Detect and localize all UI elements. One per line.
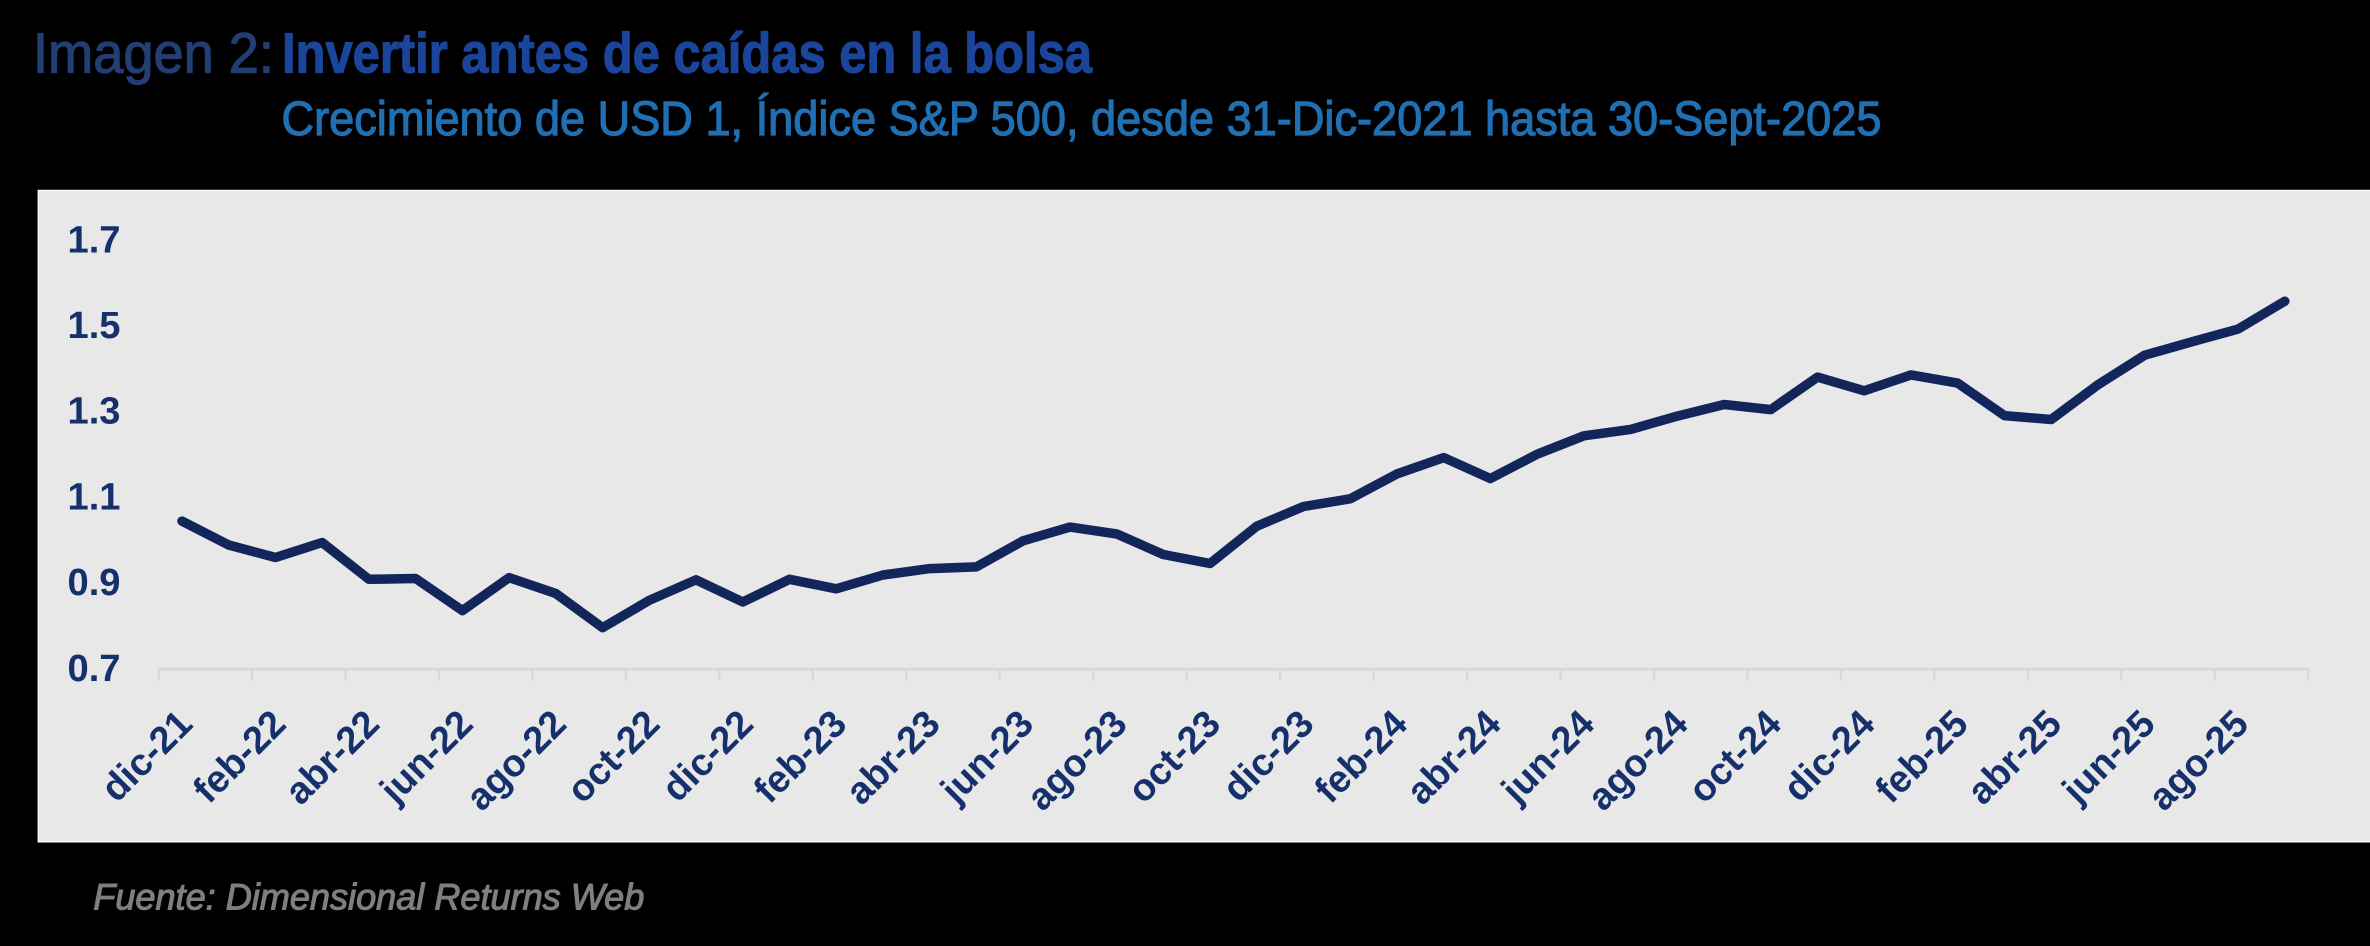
svg-text:Invertir antes de caídas en la: Invertir antes de caídas en la bolsa (282, 22, 1093, 86)
svg-text:1.3: 1.3 (68, 391, 121, 433)
svg-text:1.7: 1.7 (68, 219, 121, 261)
svg-text:1.5: 1.5 (68, 305, 121, 347)
svg-text:0.9: 0.9 (68, 562, 121, 604)
svg-text:Fuente: Dimensional Returns We: Fuente: Dimensional Returns Web (93, 876, 644, 917)
svg-text:Crecimiento de USD 1, Índice S: Crecimiento de USD 1, Índice S&P 500, de… (282, 93, 1882, 146)
svg-text:Imagen 2:: Imagen 2: (33, 22, 274, 85)
svg-text:0.7: 0.7 (68, 648, 121, 690)
svg-text:1.1: 1.1 (68, 476, 121, 518)
